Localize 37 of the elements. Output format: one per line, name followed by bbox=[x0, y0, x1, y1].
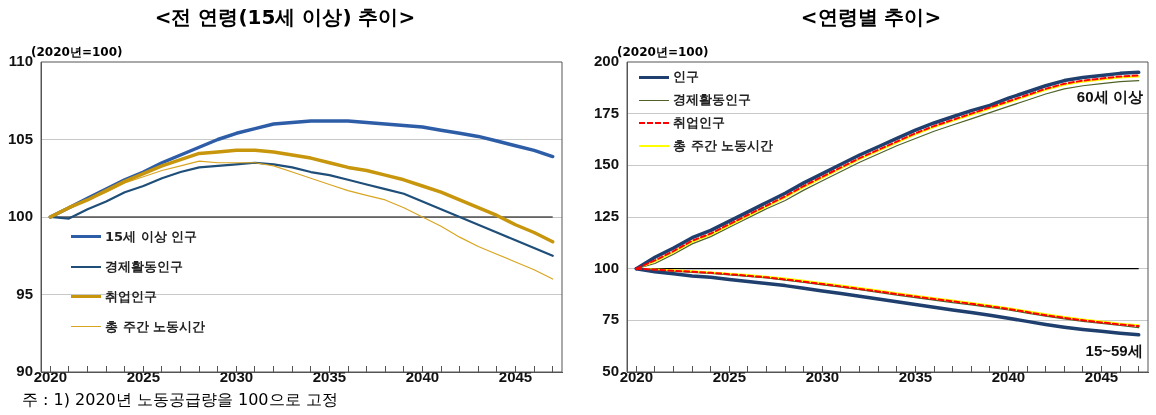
legend-label: 경제활동인구 bbox=[105, 257, 184, 276]
x-tick-label: 2025 bbox=[712, 368, 747, 386]
y-tick-label: 105 bbox=[8, 129, 34, 147]
chart-title: <연령별 추이> bbox=[799, 4, 943, 31]
chart-title: <전 연령(15세 이상) 추이> bbox=[153, 4, 417, 31]
y-tick-label: 125 bbox=[594, 207, 620, 225]
legend-label: 총 주간 노동시간 bbox=[105, 317, 206, 336]
x-tick-label: 2020 bbox=[33, 368, 68, 386]
y-tick-label: 175 bbox=[594, 103, 620, 121]
y-tick-label: 150 bbox=[594, 155, 620, 173]
legend-label: 취업인구 bbox=[105, 287, 158, 306]
x-tick-label: 2035 bbox=[898, 368, 933, 386]
legend-label: 인구 bbox=[673, 68, 700, 86]
y-axis-title: (2020년=100) bbox=[31, 44, 123, 59]
text: 주 : 1) 2020년 노동공급량을 100으로 고정 bbox=[22, 390, 338, 411]
legend-label: 경제활동인구 bbox=[673, 91, 752, 109]
y-tick-label: 100 bbox=[594, 258, 620, 276]
y-tick-label: 90 bbox=[16, 362, 34, 380]
x-tick-label: 2035 bbox=[312, 368, 347, 386]
annotation: 15~59세 bbox=[1085, 342, 1143, 360]
x-tick-label: 2030 bbox=[805, 368, 840, 386]
x-tick-label: 2020 bbox=[619, 368, 654, 386]
y-tick-label: 100 bbox=[8, 207, 34, 225]
x-tick-label: 2030 bbox=[219, 368, 254, 386]
x-tick-label: 2045 bbox=[1084, 368, 1119, 386]
y-tick-label: 75 bbox=[602, 310, 620, 328]
y-tick-label: 50 bbox=[602, 362, 620, 380]
legend-label: 15세 이상 인구 bbox=[105, 227, 198, 246]
y-axis-title: (2020년=100) bbox=[617, 44, 709, 59]
annotation: 60세 이상 bbox=[1076, 88, 1143, 106]
y-tick-label: 95 bbox=[16, 284, 34, 302]
x-tick-label: 2040 bbox=[405, 368, 440, 386]
x-tick-label: 2025 bbox=[126, 368, 161, 386]
legend-label: 취업인구 bbox=[673, 114, 726, 132]
x-tick-label: 2045 bbox=[498, 368, 533, 386]
x-tick-label: 2040 bbox=[991, 368, 1026, 386]
legend-label: 총 주간 노동시간 bbox=[673, 137, 774, 155]
